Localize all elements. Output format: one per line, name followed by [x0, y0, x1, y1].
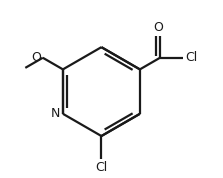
Text: O: O	[31, 51, 41, 64]
Text: O: O	[153, 21, 163, 34]
Text: N: N	[51, 107, 60, 120]
Text: Cl: Cl	[95, 161, 107, 174]
Text: Cl: Cl	[185, 51, 197, 64]
